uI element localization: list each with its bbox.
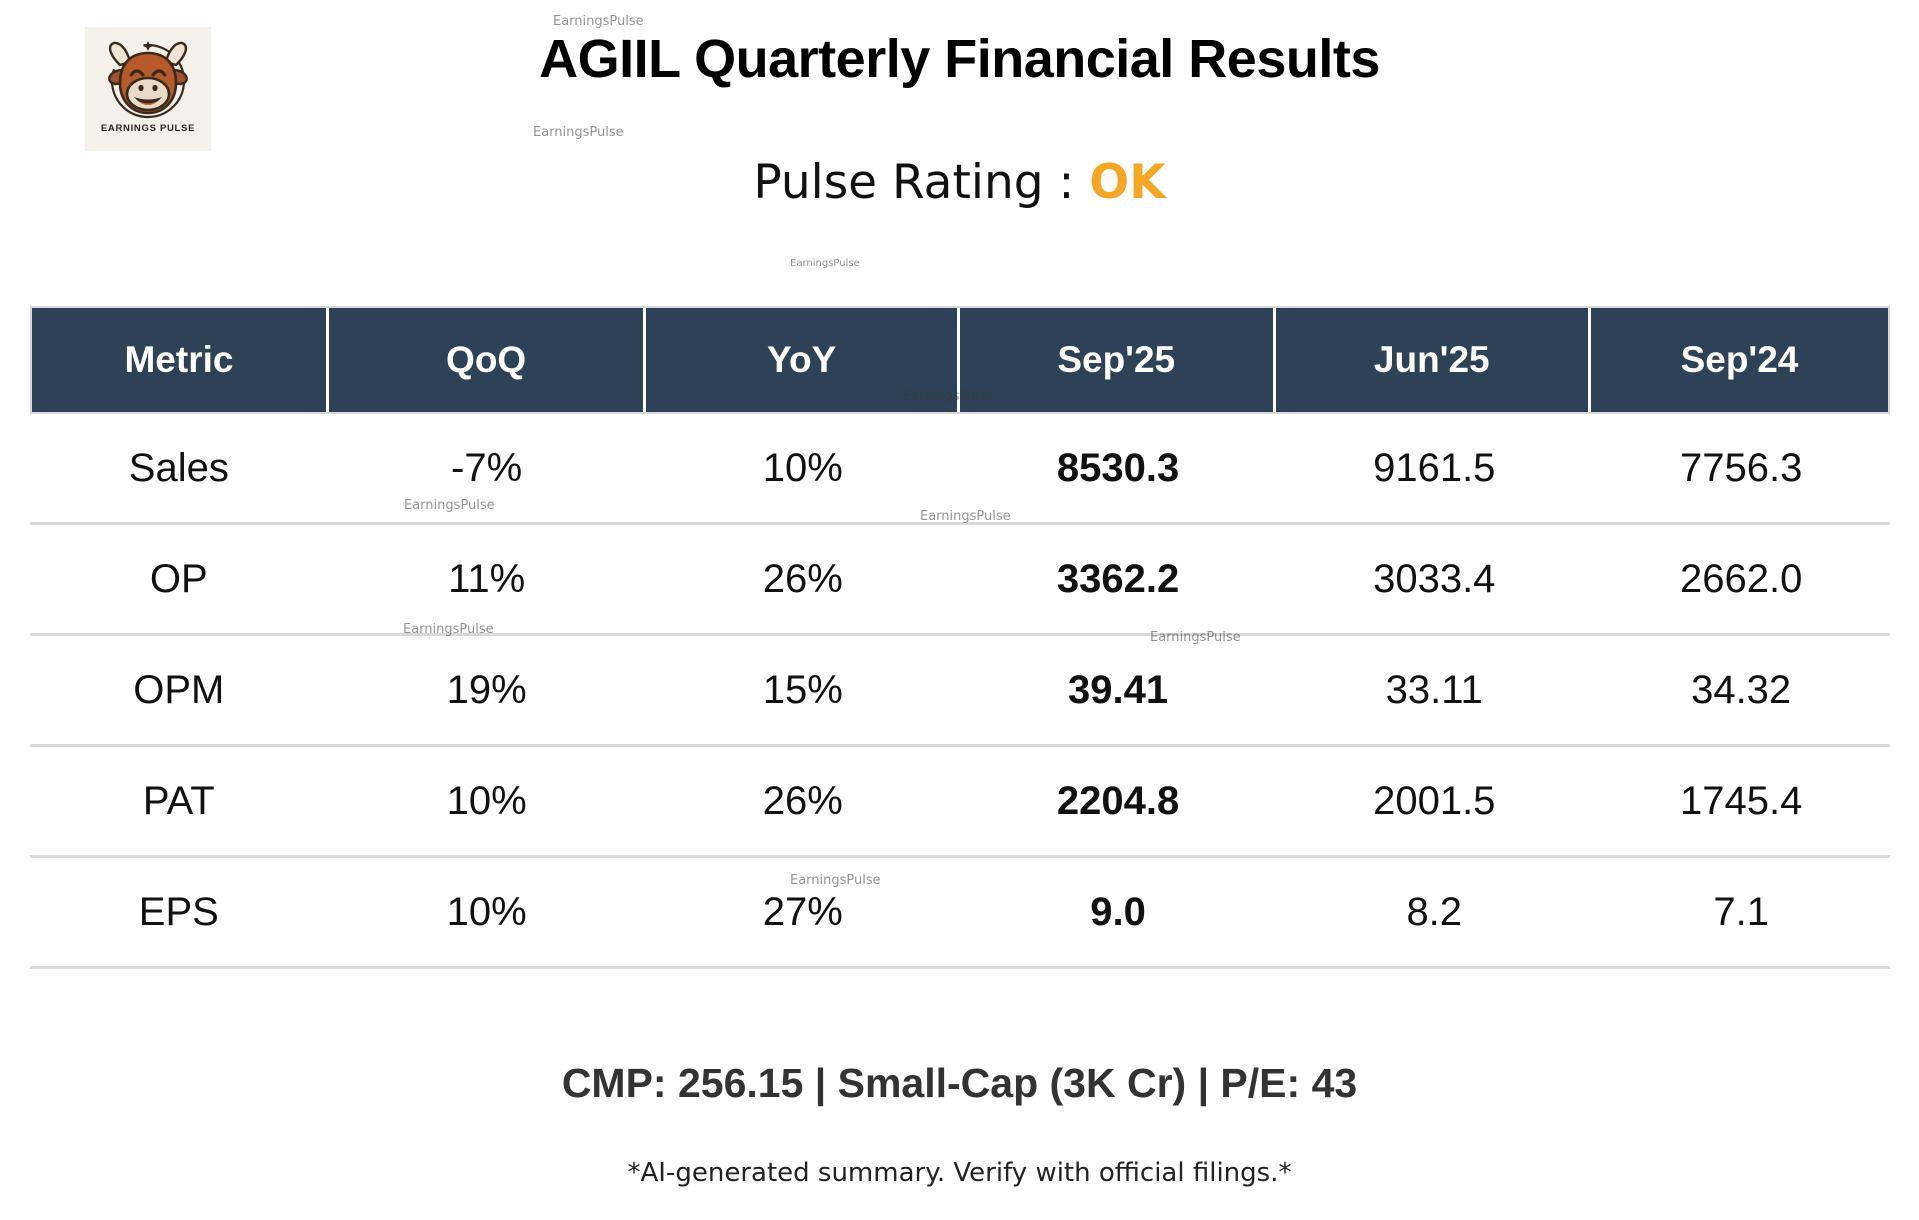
table-row: OPM 19% 15% 39.41 33.11 34.32 [30,636,1890,747]
cell-sep24: 7756.3 [1679,445,1803,490]
cell-metric: PAT [142,778,215,823]
cell-jun25: 33.11 [1385,667,1483,712]
table-row: OP 11% 26% 3362.2 3033.4 2662.0 [30,525,1890,636]
cell-sep24: 1745.4 [1679,778,1803,823]
cell-qoq: 10% [446,889,527,934]
table-row: PAT 10% 26% 2204.8 2001.5 1745.4 [30,747,1890,858]
cell-yoy: 26% [762,556,843,601]
bull-mascot-icon [98,31,198,125]
cell-yoy: 26% [762,778,843,823]
column-header-qoq: QoQ [329,308,647,412]
cell-sep25: 3362.2 [1056,556,1180,601]
watermark: EarningsPulse [533,125,624,140]
cell-metric: Sales [128,445,229,490]
watermark: EarningsPulse [553,14,644,29]
valuation-summary: CMP: 256.15 | Small-Cap (3K Cr) | P/E: 4… [561,1060,1358,1106]
logo-caption: EARNINGS PULSE [100,123,196,134]
pulse-rating: Pulse Rating : OK [0,155,1919,210]
cell-sep24: 34.32 [1691,667,1792,712]
disclaimer-text: *AI-generated summary. Verify with offic… [627,1158,1292,1188]
cell-sep25: 39.41 [1068,667,1169,712]
cell-metric: EPS [138,889,219,934]
cell-sep25: 8530.3 [1056,445,1180,490]
table-row: EPS 10% 27% 9.0 8.2 7.1 [30,858,1890,969]
table-row: Sales -7% 10% 8530.3 9161.5 7756.3 [30,414,1890,525]
table-header-row: Metric QoQ YoY Sep'25 Jun'25 Sep'24 [30,306,1890,414]
column-header-yoy: YoY [646,308,960,412]
pulse-rating-label: Pulse Rating : [753,155,1090,210]
cell-sep25: 2204.8 [1056,778,1180,823]
cell-qoq: -7% [451,445,523,490]
financial-results-table: Metric QoQ YoY Sep'25 Jun'25 Sep'24 Sale… [30,306,1890,969]
column-header-metric: Metric [32,308,329,412]
pulse-rating-value: OK [1089,155,1166,210]
cell-yoy: 15% [762,667,843,712]
cell-jun25: 2001.5 [1373,778,1496,823]
cell-sep24: 7.1 [1713,889,1769,934]
watermark: EarningsPulse [790,258,860,269]
cell-metric: OP [149,556,208,601]
cell-jun25: 8.2 [1406,889,1463,934]
cell-sep25: 9.0 [1090,889,1146,934]
cell-jun25: 9161.5 [1373,445,1496,490]
cell-yoy: 10% [762,445,843,490]
cell-metric: OPM [133,667,225,712]
page-title: AGIIL Quarterly Financial Results [539,29,1380,89]
cell-yoy: 27% [762,889,843,934]
cell-sep24: 2662.0 [1679,556,1803,601]
column-header-sep25: Sep'25 [960,308,1276,412]
cell-jun25: 3033.4 [1373,556,1496,601]
column-header-jun25: Jun'25 [1276,308,1592,412]
cell-qoq: 11% [448,556,526,601]
cell-qoq: 10% [446,778,527,823]
cell-qoq: 19% [446,667,527,712]
column-header-sep24: Sep'24 [1680,339,1799,380]
brand-logo: EARNINGS PULSE [85,27,211,151]
